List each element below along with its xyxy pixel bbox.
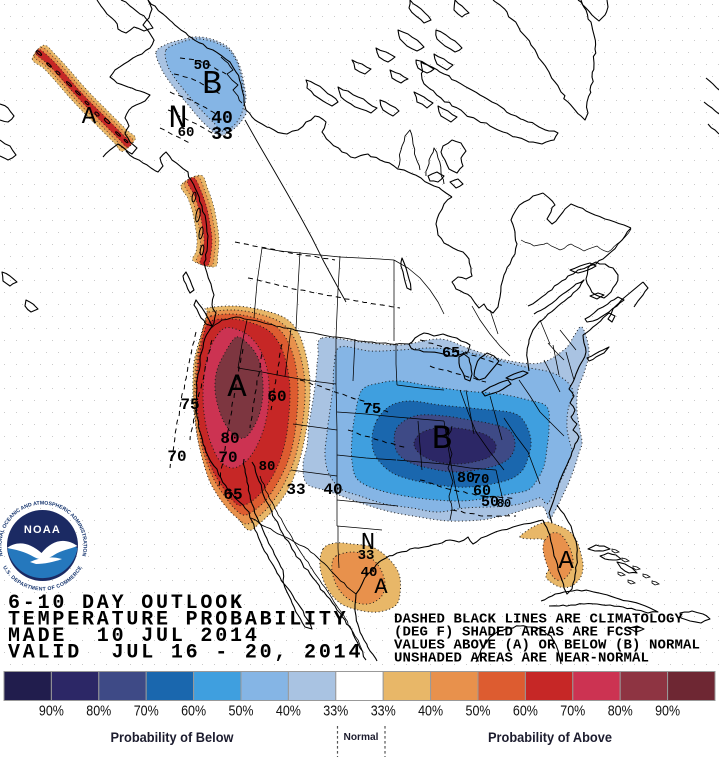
svg-text:Probability of Below: Probability of Below [111,730,234,745]
svg-text:80: 80 [259,459,276,475]
svg-text:TEMPERATURE PROBABILITY: TEMPERATURE PROBABILITY [8,609,348,632]
svg-text:70: 70 [218,449,237,467]
svg-text:33: 33 [211,125,233,145]
svg-text:A: A [374,575,388,600]
svg-text:B: B [202,66,222,103]
svg-text:75: 75 [180,396,199,414]
svg-text:80: 80 [457,470,475,487]
svg-text:33%: 33% [323,703,348,720]
svg-text:75: 75 [363,401,381,418]
svg-text:80%: 80% [86,703,111,720]
svg-text:33: 33 [358,548,375,564]
svg-text:MADE 10 JUL 2014: MADE 10 JUL 2014 [8,625,260,648]
svg-text:6-10 DAY OUTLOOK: 6-10 DAY OUTLOOK [8,592,245,615]
svg-text:90%: 90% [39,703,64,720]
svg-text:80%: 80% [608,703,633,720]
svg-text:80: 80 [220,430,239,448]
svg-text:70%: 70% [560,703,585,720]
svg-text:A: A [82,104,97,131]
svg-text:(DEG F) SHADED AREAS ARE FCST: (DEG F) SHADED AREAS ARE FCST [394,625,641,641]
svg-text:VALUES ABOVE (A) OR BELOW (B): VALUES ABOVE (A) OR BELOW (B) NORMAL [394,638,700,654]
svg-text:60%: 60% [181,703,206,720]
svg-text:50: 50 [194,58,211,74]
svg-text:40%: 40% [276,703,301,720]
svg-text:DASHED BLACK LINES ARE CLIMATO: DASHED BLACK LINES ARE CLIMATOLOGY [394,612,684,628]
svg-text:VALID JUL 16 - 20, 2014: VALID JUL 16 - 20, 2014 [8,642,363,665]
svg-text:60: 60 [267,388,286,406]
svg-text:65: 65 [223,486,242,504]
svg-text:B: B [432,421,452,459]
svg-text:33%: 33% [371,703,396,720]
svg-text:Probability of Above: Probability of Above [488,730,612,745]
svg-text:60: 60 [473,483,491,500]
svg-text:40%: 40% [418,703,443,720]
svg-text:A: A [558,546,574,576]
svg-text:A: A [227,369,247,406]
svg-text:65: 65 [442,345,460,362]
svg-text:N: N [361,530,375,557]
svg-text:70: 70 [473,472,490,488]
svg-text:50: 50 [481,494,499,511]
svg-text:40: 40 [211,109,233,129]
svg-text:70: 70 [167,448,186,466]
svg-text:50%: 50% [229,703,254,720]
svg-text:N: N [168,100,187,137]
svg-text:UNSHADED AREAS ARE NEAR-NORMAL: UNSHADED AREAS ARE NEAR-NORMAL [394,651,649,667]
svg-text:80: 80 [497,497,511,511]
svg-text:90%: 90% [655,703,680,720]
svg-text:NOAA: NOAA [24,524,61,536]
svg-text:Normal: Normal [344,731,379,743]
svg-text:40: 40 [323,481,342,499]
svg-text:40: 40 [361,565,378,581]
svg-text:50%: 50% [466,703,491,720]
svg-text:33: 33 [286,481,305,499]
svg-text:60: 60 [178,125,195,141]
svg-text:60%: 60% [513,703,538,720]
svg-text:70%: 70% [134,703,159,720]
